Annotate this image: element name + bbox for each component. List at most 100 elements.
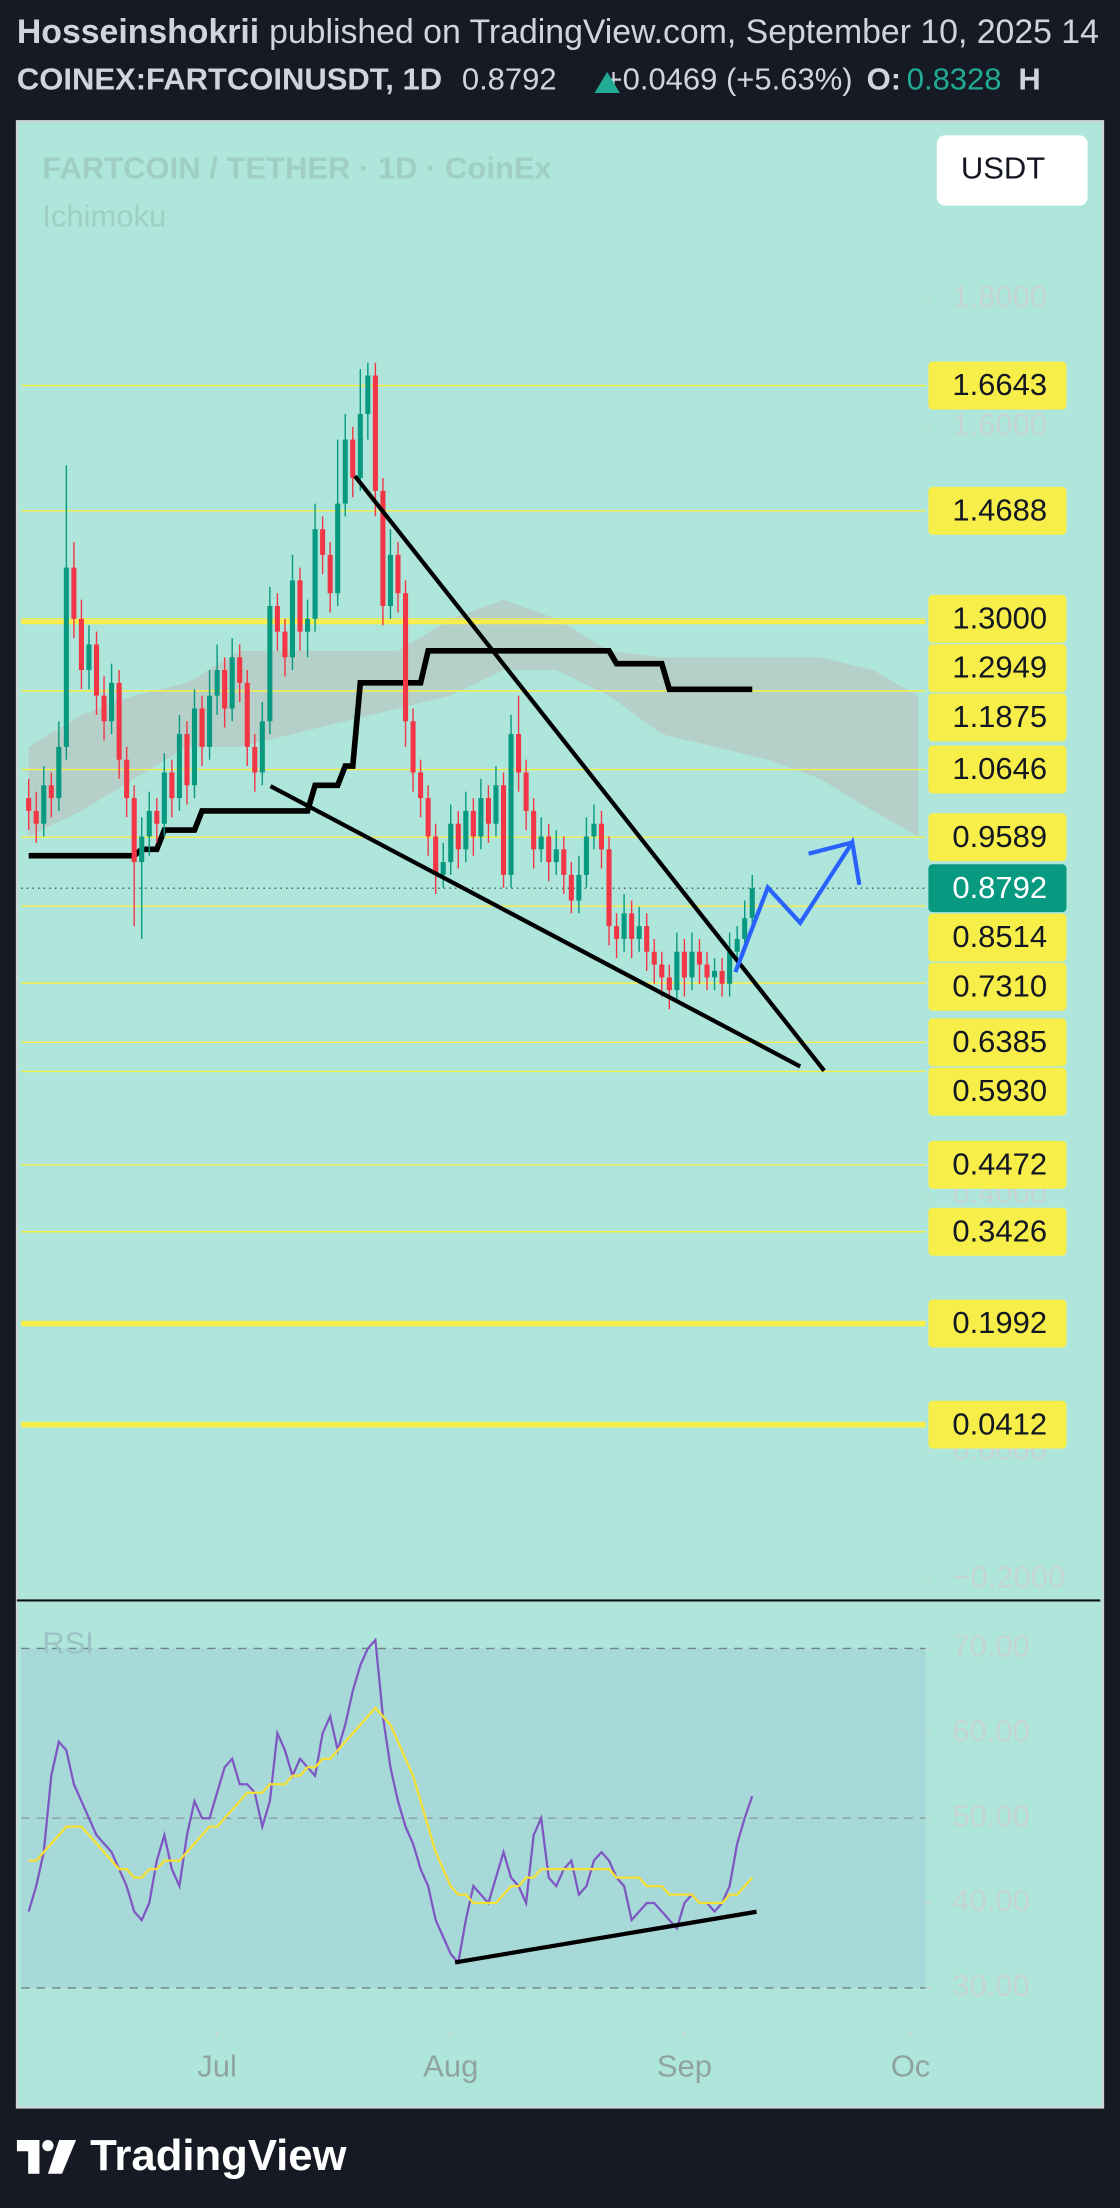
candle-body: [727, 951, 733, 984]
candle-body: [666, 977, 672, 991]
rsi-line: [27, 1637, 754, 1965]
candle-body: [712, 970, 718, 978]
candle-body: [561, 849, 567, 875]
level-label-box: [928, 962, 1067, 1011]
candle-body: [101, 695, 107, 722]
candle-body: [41, 785, 47, 824]
candle-body: [576, 874, 582, 901]
level-label: 0.0412: [952, 1406, 1047, 1441]
level-label: 0.3426: [952, 1213, 1047, 1248]
x-tick-label: Oc: [891, 2048, 931, 2083]
candle-body: [395, 554, 401, 594]
candle-body: [297, 580, 303, 632]
chart-title: FARTCOIN / TETHER · 1D · CoinEx: [42, 151, 552, 186]
candle-body: [516, 734, 522, 773]
candle-body: [433, 836, 439, 875]
candle-body: [267, 606, 273, 722]
candle-body: [531, 810, 537, 850]
candle-body: [154, 810, 160, 824]
candle-body: [659, 964, 665, 978]
level-label-box: [928, 486, 1067, 535]
trend-line: [269, 784, 802, 1069]
logo-mark: [16, 2139, 40, 2174]
rsi-title: RSI: [42, 1626, 94, 1661]
level-label-box: [928, 813, 1067, 862]
x-tick-label: Sep: [657, 2048, 712, 2083]
candle-body: [681, 951, 687, 978]
candle-body: [71, 567, 77, 619]
candle-body: [161, 772, 167, 824]
candle-body: [500, 785, 507, 875]
level-label-box: [928, 594, 1067, 643]
candle-body: [485, 798, 491, 824]
candle-body: [56, 746, 62, 799]
level-label-box: [928, 745, 1067, 794]
candle-body: [621, 913, 627, 939]
candle-body: [320, 529, 326, 555]
level-label-box: [928, 1299, 1067, 1348]
candle-body: [259, 721, 265, 773]
candle-body: [63, 567, 69, 747]
candle-body: [139, 836, 145, 863]
candle-body: [342, 439, 348, 504]
candle-body: [372, 375, 378, 491]
candle-body: [131, 798, 137, 863]
last-price-label-box: [928, 864, 1067, 913]
last-price: 0.8792: [462, 62, 557, 97]
level-label-box: [928, 913, 1067, 962]
candle-body: [116, 682, 122, 760]
candle-body: [146, 810, 152, 837]
publish-line: Hosseinshokrii published on TradingView.c…: [17, 13, 1099, 51]
candle-body: [538, 836, 544, 850]
indicator-name: Ichimoku: [42, 199, 166, 234]
level-label-box: [928, 1067, 1067, 1116]
logo-mark: [47, 2139, 77, 2174]
candle-body: [402, 593, 409, 722]
published: published on TradingView.com, September …: [269, 13, 1099, 51]
currency-button[interactable]: [936, 135, 1088, 206]
level-label: 1.3000: [952, 600, 1047, 635]
level-label-box: [928, 1018, 1067, 1067]
projection-arrow-head: [808, 840, 853, 856]
candle-body: [237, 657, 243, 683]
candle-body: [274, 606, 280, 632]
candle-body: [644, 926, 650, 952]
candle-body: [109, 682, 115, 722]
candle-body: [350, 439, 356, 479]
candle-body: [305, 618, 311, 632]
level-label: 0.1992: [952, 1305, 1047, 1340]
y-tick-label: 1.8000: [952, 279, 1047, 314]
level-label: 1.1875: [952, 699, 1047, 734]
level-label-box: [928, 644, 1067, 693]
y-tick-label: −0.2000: [952, 1559, 1065, 1594]
candle-body: [418, 772, 424, 799]
symbol: COINEX:FARTCOINUSDT, 1D: [17, 62, 442, 97]
level-label-box: [928, 361, 1067, 410]
candle-body: [191, 708, 198, 786]
level-label: 0.9589: [952, 819, 1047, 854]
rsi-y-tick-label: 40.00: [952, 1883, 1030, 1918]
candle-body: [207, 695, 213, 747]
candle-body: [614, 926, 620, 939]
candle-body: [289, 580, 296, 658]
candle-body: [282, 631, 288, 658]
x-tick-label: Jul: [197, 2048, 237, 2083]
currency[interactable]: USDT: [961, 151, 1045, 186]
candle-body: [244, 682, 250, 747]
candle-body: [546, 836, 552, 863]
level-label: 0.6385: [952, 1024, 1047, 1059]
candle-body: [440, 862, 446, 875]
level-label: 1.6643: [952, 367, 1047, 402]
price-labels: 1.6643 1.4688 1.3000 1.2949 1.1875 1.0646 0.95…: [928, 361, 1067, 1449]
up-arrow: [594, 71, 620, 93]
candle-body: [312, 529, 318, 619]
level-label: 0.4472: [952, 1146, 1047, 1181]
rsi-y-tick-label: 50.00: [952, 1798, 1030, 1833]
candle-body: [478, 798, 484, 837]
level-label-box: [928, 1400, 1067, 1449]
candle-body: [455, 823, 461, 850]
candle-body: [169, 772, 175, 799]
